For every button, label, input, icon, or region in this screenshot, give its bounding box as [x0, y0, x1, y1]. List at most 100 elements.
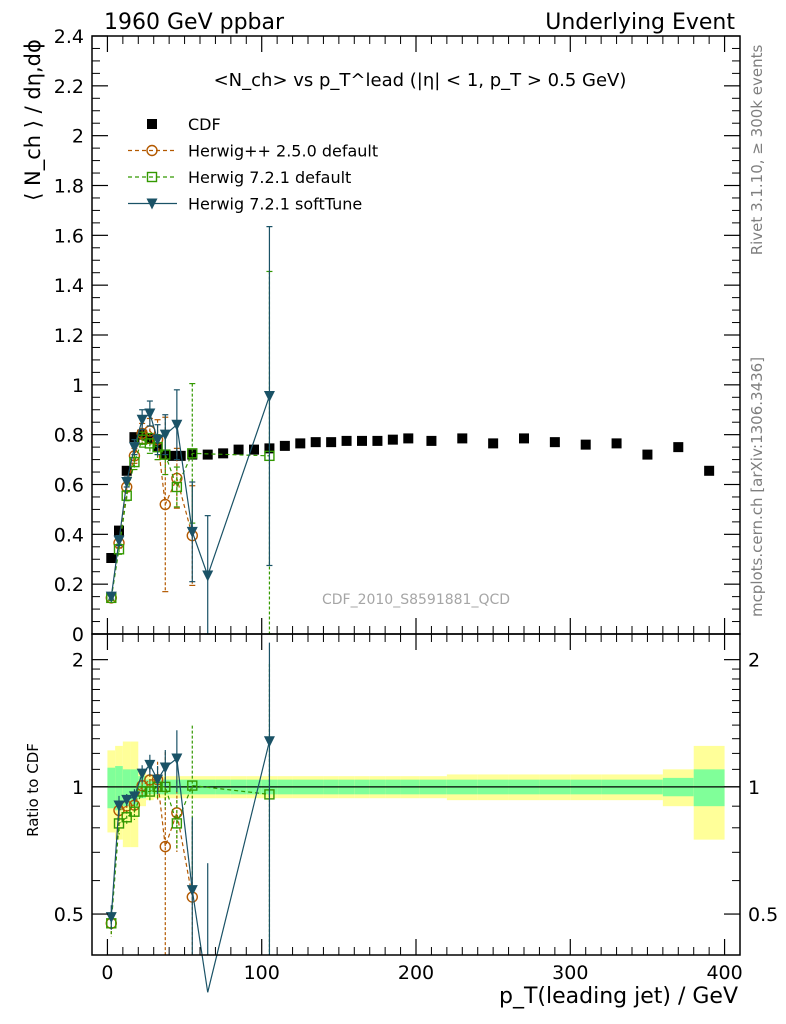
data-point-cdf: [488, 438, 499, 449]
data-point-cdf: [341, 435, 352, 446]
ratio-point-herwig-7-2-1-default: [187, 780, 198, 791]
data-point-herwig-7-2-1-softtune: [128, 442, 140, 454]
y-tick-label: 0.2: [54, 574, 84, 596]
x-axis-label: p_T(leading jet) / GeV: [499, 984, 738, 1009]
y-axis-label: ⟨ N_ch ⟩ / dη,dϕ: [21, 39, 46, 201]
data-point-cdf: [295, 438, 306, 449]
data-point-cdf: [403, 433, 414, 444]
data-point-herwig-7-2-1-softtune: [202, 570, 214, 582]
ratio-point-herwig-7-2-1-default: [129, 806, 140, 817]
data-point-cdf: [426, 435, 437, 446]
legend-label: Herwig 7.2.1 default: [188, 168, 351, 187]
legend-marker: [146, 198, 158, 210]
data-point-cdf: [642, 449, 653, 460]
x-tick-label: 300: [552, 962, 588, 984]
data-point-cdf: [372, 435, 383, 446]
data-point-cdf: [233, 444, 244, 455]
data-point-herwig-7-2-1-softtune: [136, 414, 148, 426]
legend-marker: [147, 119, 157, 129]
data-point-herwig-7-2-1-softtune: [121, 477, 133, 489]
series-line-herwig-2-5-0-default: [110, 430, 193, 598]
legend-layer: CDF Herwig++ 2.5.0 default Herwig 7.2.1 de…: [128, 115, 378, 214]
side-rivet-text: Rivet 3.1.10, ≥ 300k events: [748, 45, 766, 256]
ratio-point-herwig-7-2-1-softtune: [113, 800, 125, 812]
ratio-y-axis-label: Ratio to CDF: [24, 743, 42, 837]
watermark: CDF_2010_S8591881_QCD: [322, 592, 510, 608]
y-tick-label: 1.4: [54, 275, 84, 297]
y-tick-label: 0.4: [54, 524, 84, 546]
data-point-herwig-7-2-1-default: [144, 438, 156, 449]
legend-label: Herwig 7.2.1 softTune: [188, 195, 362, 214]
data-point-cdf: [106, 553, 117, 564]
data-point-herwig-7-2-1-softtune: [171, 419, 183, 431]
header-left: 1960 GeV ppbar: [104, 10, 285, 35]
y-tick-label: 0.8: [54, 425, 84, 447]
data-point-herwig-7-2-1-softtune: [186, 526, 198, 538]
ratio-band-inner: [130, 769, 139, 807]
data-point-herwig-7-2-1-softtune: [263, 391, 275, 403]
header-right: Underlying Event: [545, 10, 735, 35]
y-tick-label: 1.8: [54, 176, 84, 198]
ratio-point-herwig-7-2-1-softtune: [121, 794, 133, 806]
plot-title: <N_ch> vs p_T^lead (|η| < 1, p_T > 0.5 G…: [214, 70, 627, 91]
ratio-point-herwig-7-2-1-softtune: [105, 912, 117, 924]
data-point-cdf: [218, 448, 229, 459]
ratio-point-herwig-7-2-1-softtune: [136, 768, 148, 780]
data-point-herwig-7-2-1-default: [136, 434, 148, 445]
y-tick-label: 1.6: [54, 225, 84, 247]
ratio-point-herwig-7-2-1-softtune: [263, 736, 275, 748]
y-tick-label: 0.6: [54, 475, 84, 497]
legend-marker: [146, 144, 158, 157]
data-point-cdf: [326, 437, 337, 448]
data-point-herwig-7-2-1-default: [187, 448, 198, 459]
ratio-tick-label-left: 1: [72, 777, 84, 799]
tick-label-layer: 0 100 200 300 400 0 0.2 0.4 0.6 0.8 1 1.2 1.4 1.6 1.8 2…: [54, 26, 778, 984]
x-tick-label: 400: [706, 962, 742, 984]
data-point-cdf: [611, 438, 622, 449]
data-point-cdf: [249, 444, 259, 455]
y-tick-label: 2.4: [54, 26, 84, 48]
data-point-herwig-7-2-1-softtune: [159, 429, 171, 441]
ratio-tick-label-left: 0.5: [54, 904, 84, 926]
ratio-series-layer: [105, 642, 275, 993]
ratio-point-herwig-7-2-1-softtune: [152, 774, 164, 786]
y-tick-label: 2.2: [54, 76, 84, 98]
data-point-herwig-7-2-1-default: [171, 481, 183, 493]
ratio-tick-label-right: 2: [748, 650, 760, 672]
x-tick-label: 200: [398, 962, 434, 984]
x-tick-label: 0: [101, 962, 113, 984]
data-point-herwig-7-2-1-default: [129, 456, 140, 468]
ratio-point-herwig-7-2-1-default: [121, 812, 132, 823]
data-point-cdf: [704, 465, 715, 476]
data-point-cdf: [580, 439, 591, 450]
data-point-herwig-7-2-1-softtune: [105, 591, 117, 603]
y-tick-label: 0: [72, 624, 84, 646]
data-point-herwig-7-2-1-default: [121, 490, 132, 501]
data-point-herwig-2-5-0-default: [159, 498, 171, 511]
data-point-herwig-7-2-1-softtune: [144, 408, 156, 420]
data-point-cdf: [549, 437, 560, 448]
data-point-cdf: [457, 433, 468, 444]
legend-label: Herwig++ 2.5.0 default: [188, 142, 378, 161]
legend-label: CDF: [188, 115, 221, 134]
data-point-cdf: [168, 450, 178, 461]
ticks-layer: [91, 35, 741, 955]
ratio-tick-label-left: 2: [72, 650, 84, 672]
ratio-point-herwig-7-2-1-softtune: [186, 885, 198, 897]
ratio-point-herwig-2-5-0-default: [159, 840, 171, 853]
ratio-point-herwig-7-2-1-softtune: [159, 762, 171, 774]
data-point-cdf: [673, 442, 684, 453]
data-point-cdf: [310, 437, 321, 448]
ratio-band-inner: [693, 769, 725, 807]
series-line-herwig-7-2-1-softtune: [110, 395, 270, 597]
ratio-point-herwig-7-2-1-default: [171, 818, 183, 829]
main-series-layer: [105, 226, 715, 635]
data-point-cdf: [121, 465, 132, 476]
data-point-cdf: [279, 440, 290, 451]
data-point-cdf: [519, 433, 529, 444]
ratio-tick-label-right: 0.5: [748, 904, 778, 926]
ratio-tick-label-right: 1: [748, 777, 760, 799]
ratio-band-inner: [107, 767, 116, 809]
x-tick-label: 100: [244, 962, 280, 984]
ratio-band-inner: [115, 766, 123, 811]
